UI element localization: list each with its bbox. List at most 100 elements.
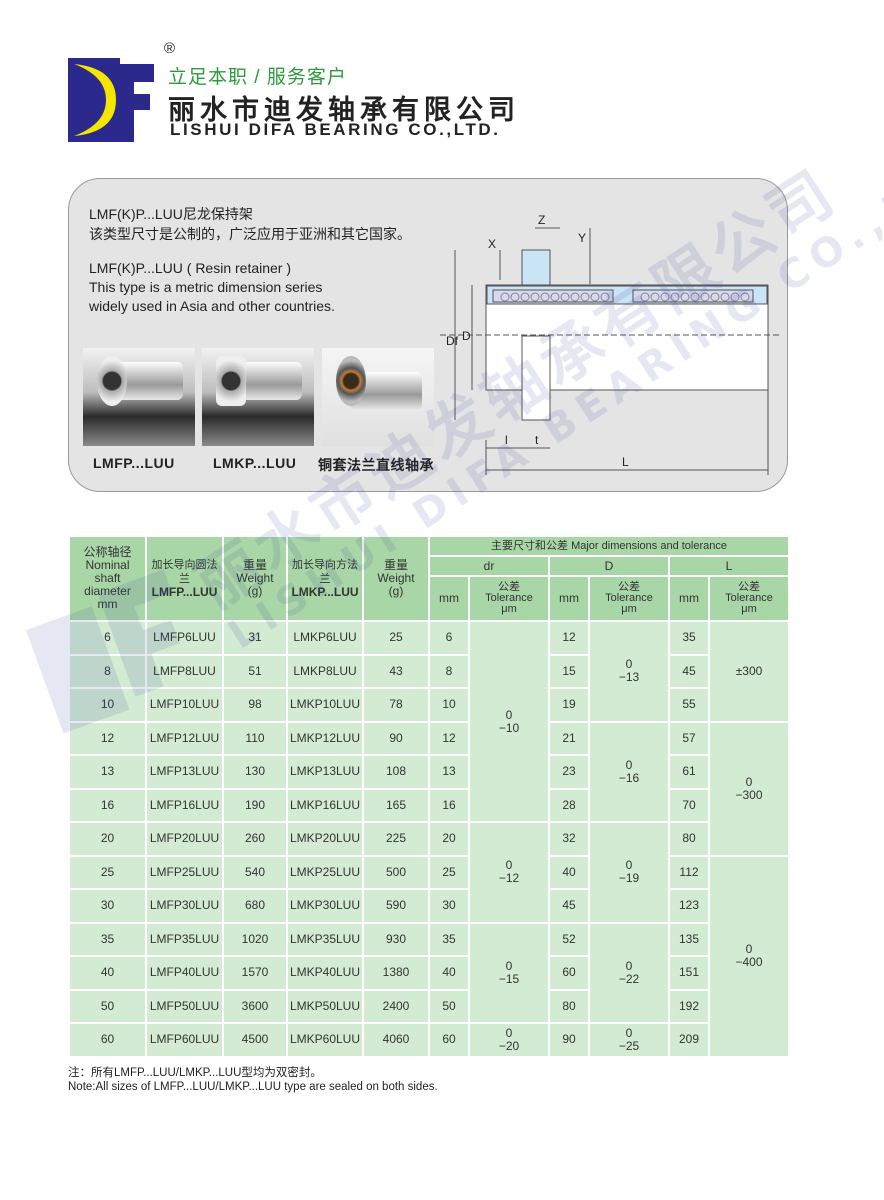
header-lmkp: 加长导向方法兰 LMKP...LUU	[286, 535, 364, 622]
label-df: Df	[446, 334, 459, 348]
label-z: Z	[538, 213, 545, 227]
lmkp-weight: 78	[362, 687, 430, 723]
label-l-small: l	[505, 433, 508, 447]
L-mm: 112	[668, 854, 710, 890]
table-row: 40 LMFP40LUU 1570 LMKP40LUU 1380 40 60 1…	[68, 955, 789, 991]
lmfp-weight: 98	[222, 687, 288, 723]
D-mm: 23	[548, 754, 590, 790]
nominal-diameter: 12	[68, 720, 147, 756]
L-mm: 123	[668, 888, 710, 924]
lmkp-model: LMKP40LUU	[286, 955, 364, 991]
table-row: 10 LMFP10LUU 98 LMKP10LUU 78 10 19 55	[68, 687, 789, 723]
header-D-mm: mm	[548, 575, 590, 622]
lmfp-model: LMFP60LUU	[145, 1022, 224, 1058]
product-photo-copper-flange	[322, 348, 434, 446]
bearing-dimension-diagram: Z X Y Df D l t L	[440, 213, 780, 475]
table-row: 30 LMFP30LUU 680 LMKP30LUU 590 30 45 123	[68, 888, 789, 924]
D-mm: 12	[548, 620, 590, 656]
lmfp-weight: 190	[222, 787, 288, 823]
dr-mm: 13	[428, 754, 470, 790]
product-photo-lmfp	[83, 348, 195, 446]
tolerance-cell: 0 −15	[468, 921, 550, 1024]
L-mm: 57	[668, 720, 710, 756]
caption-lmfp: LMFP...LUU	[93, 455, 175, 471]
tolerance-cell: 0 −12	[468, 821, 550, 924]
nominal-diameter: 20	[68, 821, 147, 857]
lmkp-model: LMKP8LUU	[286, 653, 364, 689]
footnote: 注：所有LMFP...LUU/LMKP...LUU型均为双密封。 Note:Al…	[68, 1066, 438, 1094]
dr-mm: 16	[428, 787, 470, 823]
header-major-dimensions: 主要尺寸和公差 Major dimensions and tolerance	[427, 535, 791, 557]
dr-mm: 8	[428, 653, 470, 689]
tolerance-cell: 0 −25	[588, 1022, 670, 1058]
tolerance-cell: 0 −20	[468, 1022, 550, 1058]
lmfp-model: LMFP25LUU	[145, 854, 224, 890]
header-nominal: 公称轴径 Nominal shaft diameter mm	[68, 535, 147, 622]
D-mm: 90	[548, 1022, 590, 1058]
lmkp-model: LMKP50LUU	[286, 988, 364, 1024]
dr-mm: 40	[428, 955, 470, 991]
label-l: L	[622, 455, 629, 469]
dr-mm: 50	[428, 988, 470, 1024]
lmkp-weight: 90	[362, 720, 430, 756]
D-mm: 15	[548, 653, 590, 689]
D-mm: 19	[548, 687, 590, 723]
info-line: LMF(K)P...LUU尼龙保持架	[89, 206, 253, 222]
lmkp-weight: 225	[362, 821, 430, 857]
label-y: Y	[578, 231, 586, 245]
nominal-diameter: 25	[68, 854, 147, 890]
header-weight-1: 重量 Weight (g)	[222, 535, 288, 622]
L-mm: 192	[668, 988, 710, 1024]
caption-copper: 铜套法兰直线轴承	[318, 457, 434, 473]
tolerance-cell: 0 −22	[588, 921, 670, 1024]
nominal-diameter: 60	[68, 1022, 147, 1058]
nominal-diameter: 10	[68, 687, 147, 723]
lmfp-model: LMFP40LUU	[145, 955, 224, 991]
header-dr-mm: mm	[428, 575, 470, 622]
lmfp-model: LMFP13LUU	[145, 754, 224, 790]
company-logo	[68, 58, 154, 142]
table-row: 13 LMFP13LUU 130 LMKP13LUU 108 13 23 61	[68, 754, 789, 790]
lmkp-weight: 930	[362, 921, 430, 957]
D-mm: 45	[548, 888, 590, 924]
lmkp-model: LMKP16LUU	[286, 787, 364, 823]
lmkp-weight: 108	[362, 754, 430, 790]
tolerance-cell: 0 −400	[707, 854, 791, 1058]
footnote-en: Note:All sizes of LMFP...LUU/LMKP...LUU …	[68, 1081, 438, 1093]
lmfp-model: LMFP35LUU	[145, 921, 224, 957]
caption-lmkp: LMKP...LUU	[213, 455, 297, 471]
L-mm: 61	[668, 754, 710, 790]
table-row: 25 LMFP25LUU 540 LMKP25LUU 500 25 40 112…	[68, 854, 791, 1058]
lmkp-model: LMKP35LUU	[286, 921, 364, 957]
dr-mm: 35	[428, 921, 470, 957]
dr-mm: 25	[428, 854, 470, 890]
L-mm: 70	[668, 787, 710, 823]
info-line: This type is a metric dimension series	[89, 279, 323, 295]
label-d: D	[462, 329, 471, 343]
lmfp-model: LMFP20LUU	[145, 821, 224, 857]
header-dr-tolerance: 公差 Tolerance μm	[468, 575, 550, 622]
lmfp-model: LMFP16LUU	[145, 787, 224, 823]
info-line: LMF(K)P...LUU ( Resin retainer )	[89, 260, 292, 276]
label-t: t	[535, 433, 539, 447]
lmfp-model: LMFP50LUU	[145, 988, 224, 1024]
registered-mark: ®	[164, 40, 176, 57]
table-row: 20 LMFP20LUU 260 LMKP20LUU 225 20 0 −12 3…	[68, 821, 789, 924]
lmkp-weight: 25	[362, 620, 430, 656]
D-mm: 21	[548, 720, 590, 756]
lmkp-weight: 500	[362, 854, 430, 890]
lmfp-weight: 110	[222, 720, 288, 756]
tolerance-cell: 0 −19	[588, 821, 670, 924]
dr-mm: 12	[428, 720, 470, 756]
tolerance-cell: 0 −300	[707, 720, 791, 857]
tolerance-cell: 0 −16	[588, 720, 670, 823]
lmkp-model: LMKP20LUU	[286, 821, 364, 857]
nominal-diameter: 50	[68, 988, 147, 1024]
lmkp-weight: 4060	[362, 1022, 430, 1058]
table-row: 60 LMFP60LUU 4500 LMKP60LUU 4060 60 0 −20…	[68, 1022, 789, 1058]
L-mm: 135	[668, 921, 710, 957]
nominal-diameter: 35	[68, 921, 147, 957]
dimension-table: 公称轴径 Nominal shaft diameter mm 加长导向圆法兰 LMFP..…	[68, 535, 791, 1058]
table-row: 35 LMFP35LUU 1020 LMKP35LUU 930 35 0 −15 …	[68, 921, 789, 1024]
lmfp-weight: 540	[222, 854, 288, 890]
